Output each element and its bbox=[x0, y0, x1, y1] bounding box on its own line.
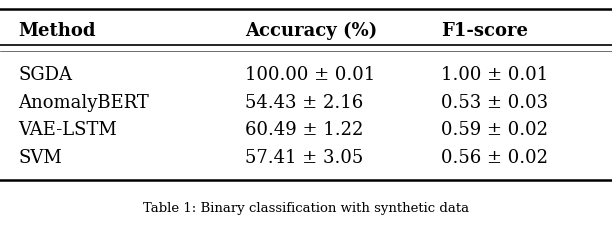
Text: Accuracy (%): Accuracy (%) bbox=[245, 22, 377, 40]
Text: 0.53 ± 0.03: 0.53 ± 0.03 bbox=[441, 93, 548, 111]
Text: 57.41 ± 3.05: 57.41 ± 3.05 bbox=[245, 149, 363, 167]
Text: 100.00 ± 0.01: 100.00 ± 0.01 bbox=[245, 65, 375, 83]
Text: 0.59 ± 0.02: 0.59 ± 0.02 bbox=[441, 121, 548, 139]
Text: 1.00 ± 0.01: 1.00 ± 0.01 bbox=[441, 65, 548, 83]
Text: 0.56 ± 0.02: 0.56 ± 0.02 bbox=[441, 149, 548, 167]
Text: AnomalyBERT: AnomalyBERT bbox=[18, 93, 149, 111]
Text: VAE-LSTM: VAE-LSTM bbox=[18, 121, 117, 139]
Text: F1-score: F1-score bbox=[441, 22, 528, 40]
Text: 54.43 ± 2.16: 54.43 ± 2.16 bbox=[245, 93, 363, 111]
Text: Method: Method bbox=[18, 22, 96, 40]
Text: Table 1: Binary classification with synthetic data: Table 1: Binary classification with synt… bbox=[143, 201, 469, 214]
Text: 60.49 ± 1.22: 60.49 ± 1.22 bbox=[245, 121, 363, 139]
Text: SGDA: SGDA bbox=[18, 65, 72, 83]
Text: SVM: SVM bbox=[18, 149, 62, 167]
